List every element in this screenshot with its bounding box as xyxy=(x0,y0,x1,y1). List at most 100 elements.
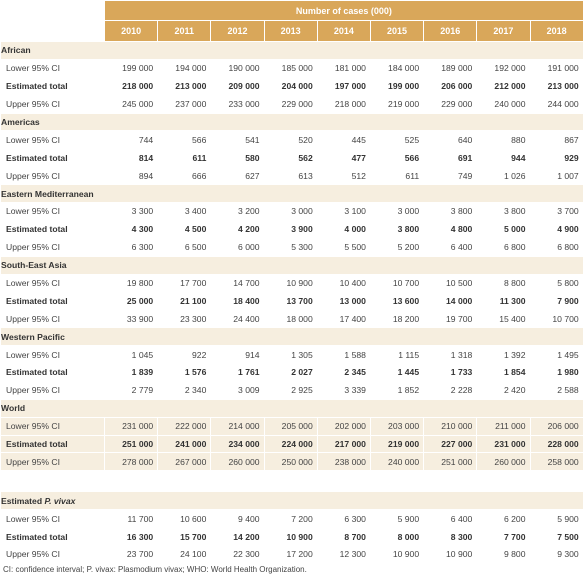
table-row-lower: Lower 95% CI 3 300 3 400 3 200 3 000 3 100 3 0… xyxy=(0,202,583,221)
value-cell: 1 392 xyxy=(476,345,531,365)
value-cell: 237 000 xyxy=(157,94,212,114)
value-cell: 18 200 xyxy=(369,309,425,329)
value-cell: 1 576 xyxy=(157,363,212,382)
value-cell: 944 xyxy=(476,148,531,168)
row-label: Upper 95% CI xyxy=(0,309,105,329)
value-cell: 566 xyxy=(157,130,212,150)
value-cell: 202 000 xyxy=(316,416,371,436)
table-row-lower: Lower 95% CI 231 000 222 000 214 000 205 000… xyxy=(0,416,583,436)
year-header: 2011 xyxy=(157,20,212,42)
value-cell: 8 000 xyxy=(369,527,425,547)
value-cell: 1 318 xyxy=(423,345,478,365)
vivax-label-prefix: Estimated xyxy=(1,495,45,506)
value-cell: 9 300 xyxy=(529,545,583,564)
header-corner-2 xyxy=(0,20,105,42)
value-cell: 4 200 xyxy=(210,219,265,239)
value-cell: 228 000 xyxy=(529,434,583,454)
row-label: Estimated total xyxy=(0,148,105,168)
value-cell: 189 000 xyxy=(423,58,478,78)
value-cell: 627 xyxy=(210,166,265,186)
value-cell: 2 420 xyxy=(476,380,531,400)
value-cell: 2 588 xyxy=(529,380,583,400)
value-cell: 1 115 xyxy=(369,345,425,365)
value-cell: 1 761 xyxy=(210,363,265,382)
value-cell: 1 305 xyxy=(263,345,318,365)
value-cell: 2 779 xyxy=(103,380,159,400)
value-cell: 6 300 xyxy=(316,509,371,529)
year-header: 2016 xyxy=(423,20,478,42)
table-row-upper: Upper 95% CI 245 000 237 000 233 000 229 000… xyxy=(0,94,583,114)
value-cell: 3 700 xyxy=(529,202,583,221)
value-cell: 206 000 xyxy=(423,76,478,96)
value-cell: 1 007 xyxy=(529,166,583,186)
value-cell: 184 000 xyxy=(369,58,425,78)
value-cell: 23 700 xyxy=(103,545,159,564)
value-cell: 217 000 xyxy=(316,434,371,454)
value-cell: 214 000 xyxy=(210,416,265,436)
year-header: 2012 xyxy=(210,20,265,42)
table-row-upper: Upper 95% CI 2 779 2 340 3 009 2 925 3 339 1 8… xyxy=(0,380,583,400)
value-cell: 5 200 xyxy=(369,237,425,257)
value-cell: 24 100 xyxy=(157,545,212,564)
value-cell: 7 200 xyxy=(263,509,318,529)
value-cell: 4 900 xyxy=(529,219,583,239)
value-cell: 13 000 xyxy=(316,291,371,311)
table-row-estimated: Estimated total 218 000 213 000 209 000 204 … xyxy=(0,76,583,96)
value-cell: 6 400 xyxy=(423,509,478,529)
value-cell: 2 027 xyxy=(263,363,318,382)
value-cell: 14 000 xyxy=(423,291,478,311)
table-row-lower: Lower 95% CI 11 700 10 600 9 400 7 200 6 300 5… xyxy=(0,509,583,529)
value-cell: 240 000 xyxy=(476,94,531,114)
value-cell: 1 733 xyxy=(423,363,478,382)
value-cell: 613 xyxy=(263,166,318,186)
region-name: African xyxy=(0,41,583,60)
year-header: 2010 xyxy=(103,20,159,42)
region-name: World xyxy=(0,398,583,418)
value-cell: 3 200 xyxy=(210,202,265,221)
value-cell: 1 852 xyxy=(369,380,425,400)
row-label: Lower 95% CI xyxy=(0,273,105,293)
value-cell: 10 900 xyxy=(369,545,425,564)
value-cell: 520 xyxy=(263,130,318,150)
value-cell: 744 xyxy=(103,130,159,150)
value-cell: 6 500 xyxy=(157,237,212,257)
value-cell: 640 xyxy=(423,130,478,150)
value-cell: 10 700 xyxy=(369,273,425,293)
value-cell: 14 200 xyxy=(210,527,265,547)
value-cell: 11 300 xyxy=(476,291,531,311)
value-cell: 3 800 xyxy=(476,202,531,221)
region-label: Western Pacific xyxy=(1,331,65,342)
value-cell: 9 400 xyxy=(210,509,265,529)
value-cell: 7 500 xyxy=(529,527,583,547)
region-label: World xyxy=(1,403,26,414)
row-label: Lower 95% CI xyxy=(0,130,105,150)
row-label: Estimated total xyxy=(0,219,105,239)
table-row-estimated: Estimated total 814 611 580 562 477 566 691 944 9… xyxy=(0,148,583,168)
value-cell: 5 900 xyxy=(369,509,425,529)
header-corner xyxy=(0,0,105,21)
value-cell: 241 000 xyxy=(157,434,212,454)
value-cell: 18 000 xyxy=(263,309,318,329)
value-cell: 229 000 xyxy=(423,94,478,114)
value-cell: 224 000 xyxy=(263,434,318,454)
value-cell: 580 xyxy=(210,148,265,168)
region-name: Western Pacific xyxy=(0,327,583,347)
value-cell: 929 xyxy=(529,148,583,168)
value-cell: 17 200 xyxy=(263,545,318,564)
value-cell: 5 300 xyxy=(263,237,318,257)
value-cell: 9 800 xyxy=(476,545,531,564)
region-name: Estimated P. vivax xyxy=(0,491,583,511)
value-cell: 1 495 xyxy=(529,345,583,365)
value-cell: 10 900 xyxy=(423,545,478,564)
value-cell: 10 600 xyxy=(157,509,212,529)
region-header-row: Americas xyxy=(0,112,583,132)
value-cell: 194 000 xyxy=(157,58,212,78)
region-label: African xyxy=(1,45,31,56)
value-cell: 209 000 xyxy=(210,76,265,96)
value-cell: 260 000 xyxy=(476,452,531,472)
value-cell: 219 000 xyxy=(369,434,425,454)
value-cell: 541 xyxy=(210,130,265,150)
year-header: 2017 xyxy=(476,20,531,42)
year-header: 2018 xyxy=(529,20,583,42)
value-cell: 191 000 xyxy=(529,58,583,78)
